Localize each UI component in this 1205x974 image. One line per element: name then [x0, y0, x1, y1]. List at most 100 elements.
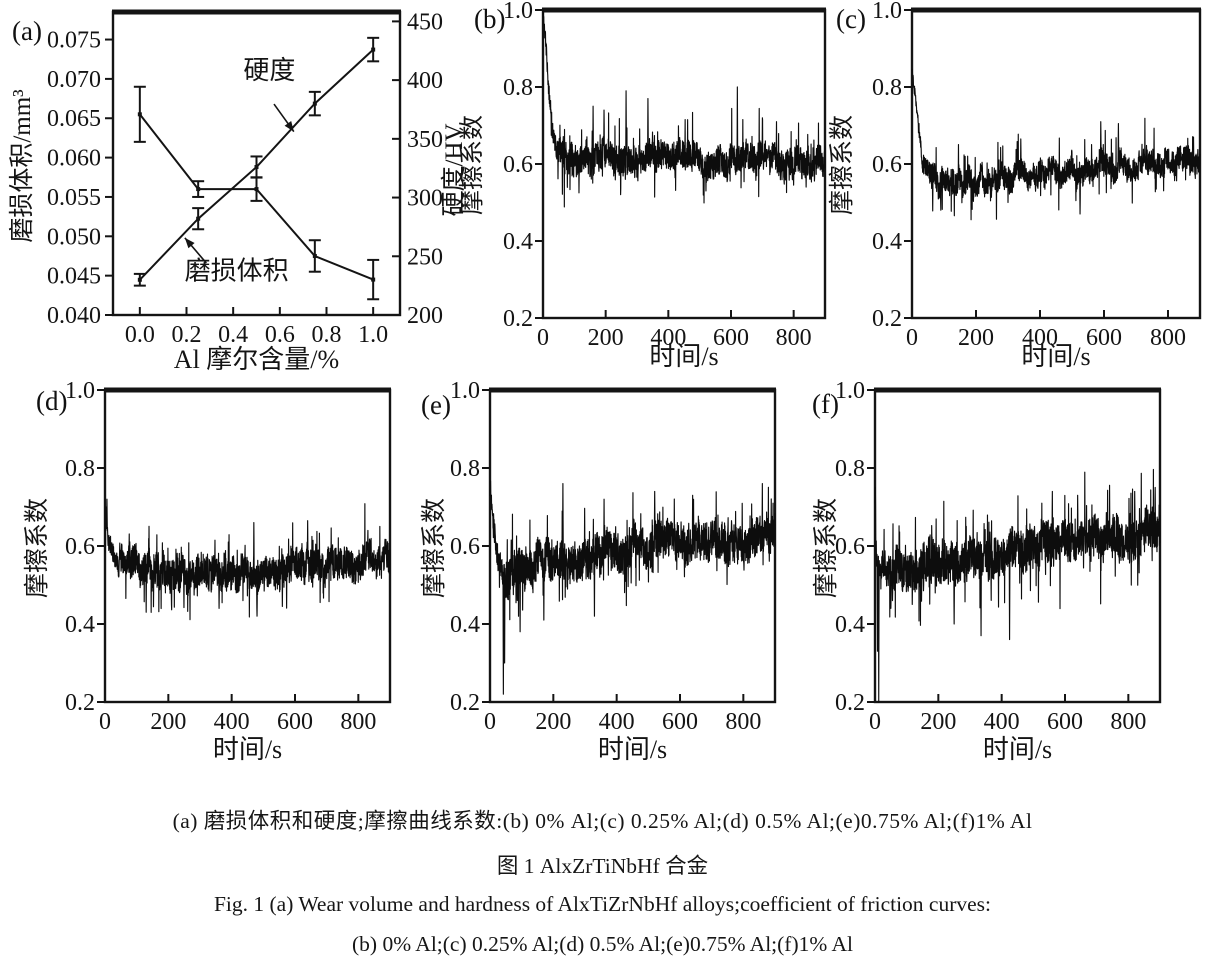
x-axis-title: 时间/s	[213, 735, 282, 764]
y-axis-title: 摩擦系数	[23, 498, 51, 598]
friction-curve	[489, 480, 776, 695]
caption-cn-items: (a) 磨损体积和硬度;摩擦曲线系数:(b) 0% Al;(c) 0.25% A…	[172, 809, 1033, 833]
x-axis-title: 时间/s	[598, 735, 667, 764]
x-tick-label: 400	[214, 709, 250, 735]
x-tick-label: 600	[1086, 325, 1122, 351]
x-tick-label: 1.0	[358, 322, 388, 348]
panel-label-e: (e)	[421, 390, 451, 420]
y-right-tick-label: 200	[407, 303, 443, 329]
y-tick-label: 0.8	[872, 75, 902, 101]
data-point	[312, 101, 317, 106]
x-tick-label: 0.2	[172, 322, 202, 348]
x-tick-label: 200	[535, 709, 571, 735]
x-tick-label: 800	[725, 709, 761, 735]
y-tick-label: 0.4	[835, 612, 865, 638]
panel-label-f: (f)	[812, 389, 839, 419]
data-point	[137, 277, 142, 282]
x-tick-label: 0.4	[218, 322, 248, 348]
x-tick-label: 400	[650, 325, 686, 351]
y-tick-label: 1.0	[450, 378, 480, 404]
x-tick-label: 800	[1150, 325, 1186, 351]
y-right-tick-label: 300	[407, 186, 443, 212]
x-tick-label: 200	[920, 709, 956, 735]
y-right-tick-label: 450	[407, 9, 443, 35]
y-tick-label: 0.2	[65, 690, 95, 716]
x-tick-label: 0	[484, 709, 496, 735]
data-point	[254, 165, 259, 170]
annotation-hardness: 硬度	[243, 56, 295, 85]
y-tick-label: 1.0	[503, 0, 533, 24]
y-axis-title-left: 磨损体积/mm³	[8, 89, 36, 243]
y-left-tick-label: 0.045	[47, 264, 101, 290]
y-tick-label: 0.8	[503, 75, 533, 101]
y-axis-title-right: 硬度/HV	[440, 123, 468, 216]
y-left-tick-label: 0.040	[47, 303, 101, 329]
plot-frame	[103, 388, 392, 704]
y-tick-label: 0.8	[65, 456, 95, 482]
x-tick-label: 800	[340, 709, 376, 735]
y-tick-label: 0.8	[835, 456, 865, 482]
friction-curve	[911, 68, 1201, 221]
x-tick-label: 0	[906, 325, 918, 351]
x-tick-label: 200	[588, 325, 624, 351]
y-tick-label: 0.6	[450, 534, 480, 560]
data-point	[312, 253, 317, 258]
y-right-tick-label: 400	[407, 68, 443, 94]
friction-curve	[104, 498, 391, 621]
y-tick-label: 0.4	[872, 229, 902, 255]
x-tick-label: 400	[1022, 325, 1058, 351]
data-point	[196, 216, 201, 221]
x-tick-label: 600	[713, 325, 749, 351]
x-axis-title: 时间/s	[1021, 342, 1090, 371]
data-point	[137, 112, 142, 117]
y-tick-label: 0.6	[835, 534, 865, 560]
caption-en-line1: Fig. 1 (a) Wear volume and hardness of A…	[213, 892, 992, 916]
x-tick-label: 0.6	[265, 322, 295, 348]
y-tick-label: 1.0	[835, 378, 865, 404]
x-tick-label: 600	[662, 709, 698, 735]
y-tick-label: 1.0	[872, 0, 902, 24]
x-axis-title: 时间/s	[649, 342, 718, 371]
x-tick-label: 0.8	[312, 322, 342, 348]
y-tick-label: 0.4	[503, 229, 533, 255]
y-tick-label: 0.2	[503, 306, 533, 332]
y-left-tick-label: 0.055	[47, 185, 101, 211]
caption-en-line2: (b) 0% Al;(c) 0.25% Al;(d) 0.5% Al;(e)0.…	[352, 932, 853, 956]
friction-curve	[542, 9, 826, 208]
x-tick-label: 0	[869, 709, 881, 735]
y-axis-title: 摩擦系数	[458, 115, 486, 215]
annotation-arrow-head	[184, 237, 195, 249]
data-point	[371, 277, 376, 282]
y-right-tick-label: 250	[407, 244, 443, 270]
y-tick-label: 0.6	[65, 534, 95, 560]
y-axis-title: 摩擦系数	[420, 498, 448, 598]
data-point	[196, 187, 201, 192]
y-tick-label: 0.2	[835, 690, 865, 716]
y-tick-label: 0.8	[450, 456, 480, 482]
y-left-tick-label: 0.070	[47, 67, 101, 93]
x-tick-label: 0	[537, 325, 549, 351]
panel-label-c: (c)	[836, 4, 866, 34]
x-tick-label: 200	[150, 709, 186, 735]
annotation-wear-volume: 磨损体积	[185, 257, 289, 286]
y-axis-title: 摩擦系数	[828, 115, 856, 215]
y-left-tick-label: 0.060	[47, 146, 101, 172]
friction-curve	[874, 468, 1161, 703]
x-axis-title: Al 摩尔含量/%	[174, 345, 339, 374]
y-tick-label: 1.0	[65, 378, 95, 404]
x-tick-label: 200	[958, 325, 994, 351]
y-tick-label: 0.2	[872, 306, 902, 332]
x-tick-label: 800	[1110, 709, 1146, 735]
x-tick-label: 0	[99, 709, 111, 735]
y-tick-label: 0.4	[450, 612, 480, 638]
panel-a-wear-hardness-plot: 0.040 0.045 0.050 0.055 0.060 0.065 0.070 0.075…	[8, 9, 468, 374]
x-tick-label: 600	[277, 709, 313, 735]
data-point	[371, 47, 376, 52]
y-tick-label: 0.4	[65, 612, 95, 638]
panel-label-a: (a)	[12, 16, 42, 46]
y-left-tick-label: 0.065	[47, 106, 101, 132]
